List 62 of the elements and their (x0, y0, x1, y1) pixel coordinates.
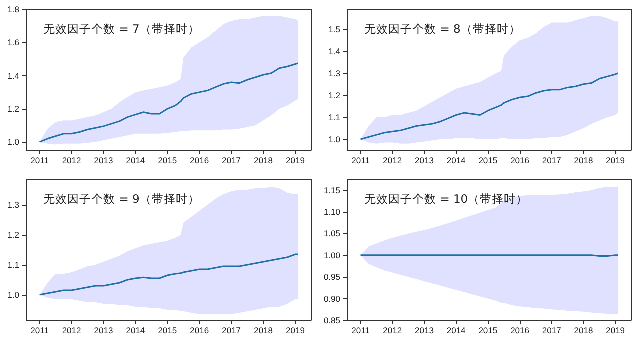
y-tick-label: 1.4 (8, 70, 20, 81)
x-tick-label: 2016 (510, 156, 530, 166)
x-tick-label: 2012 (383, 326, 402, 336)
x-tick-label: 2012 (62, 326, 82, 336)
y-tick-label: 0.90 (324, 294, 341, 304)
y-tick-label: 1.00 (324, 250, 341, 260)
y-tick-label: 1.2 (328, 90, 341, 100)
x-tick-label: 2012 (62, 156, 82, 166)
x-tick-label: 2018 (254, 156, 274, 166)
x-tick-label: 2013 (415, 156, 434, 166)
y-tick-label: 1.3 (328, 68, 341, 78)
y-tick-label: 1.10 (324, 207, 341, 218)
y-tick-label: 1.3 (8, 200, 20, 210)
text: 无效因子个数 = 8（带择时） (364, 22, 521, 36)
x-tick-label: 2019 (286, 156, 306, 166)
x-tick-label: 2019 (286, 326, 306, 336)
x-tick-label: 2018 (574, 326, 594, 336)
x-tick-label: 2015 (478, 326, 498, 336)
x-tick-label: 2014 (126, 156, 146, 166)
x-tick-label: 2016 (510, 326, 530, 336)
y-tick-label: 0.85 (324, 316, 341, 326)
x-tick-label: 2017 (222, 156, 242, 166)
x-tick-label: 2014 (126, 326, 146, 336)
y-tick-label: 1.2 (8, 230, 20, 240)
x-tick-label: 2016 (190, 326, 210, 336)
y-tick-label: 1.1 (8, 260, 20, 270)
y-tick-label: 1.2 (8, 104, 20, 114)
y-tick-label: 1.5 (328, 24, 341, 34)
y-tick-label: 1.0 (8, 137, 20, 148)
y-tick-label: 1.05 (324, 228, 341, 239)
y-tick-label: 1.8 (8, 4, 20, 14)
x-tick-label: 2016 (190, 156, 210, 166)
y-tick-label: 1.6 (8, 38, 20, 48)
x-tick-label: 2013 (415, 326, 434, 336)
text: 无效因子个数 = 10（带择时） (364, 192, 528, 206)
text: 无效因子个数 = 7（带择时） (44, 22, 200, 36)
x-tick-label: 2013 (94, 156, 114, 166)
y-tick-label: 0.95 (324, 272, 341, 282)
x-tick-label: 2013 (94, 326, 114, 336)
y-tick-label: 1.4 (328, 46, 341, 56)
x-tick-label: 2019 (606, 156, 626, 166)
x-tick-label: 2017 (542, 326, 562, 336)
x-tick-label: 2015 (158, 326, 178, 336)
x-tick-label: 2015 (478, 156, 498, 166)
y-tick-label: 1.1 (328, 112, 341, 122)
y-tick-label: 1.0 (8, 290, 20, 300)
x-tick-label: 2018 (254, 326, 274, 336)
x-tick-label: 2011 (352, 156, 370, 166)
x-tick-label: 2014 (446, 156, 466, 166)
text: 无效因子个数 = 9（带择时） (44, 192, 200, 206)
x-tick-label: 2012 (383, 156, 402, 166)
x-tick-label: 2017 (222, 326, 242, 336)
x-tick-label: 2019 (606, 326, 626, 336)
y-tick-label: 1.0 (328, 134, 341, 144)
x-tick-label: 2017 (542, 156, 562, 166)
y-tick-label: 1.15 (324, 185, 341, 196)
x-tick-label: 2011 (352, 326, 370, 336)
x-tick-label: 2011 (30, 326, 50, 336)
x-tick-label: 2015 (158, 156, 178, 166)
x-tick-label: 2018 (574, 156, 594, 166)
x-tick-label: 2014 (446, 326, 466, 336)
x-tick-label: 2011 (30, 156, 50, 166)
